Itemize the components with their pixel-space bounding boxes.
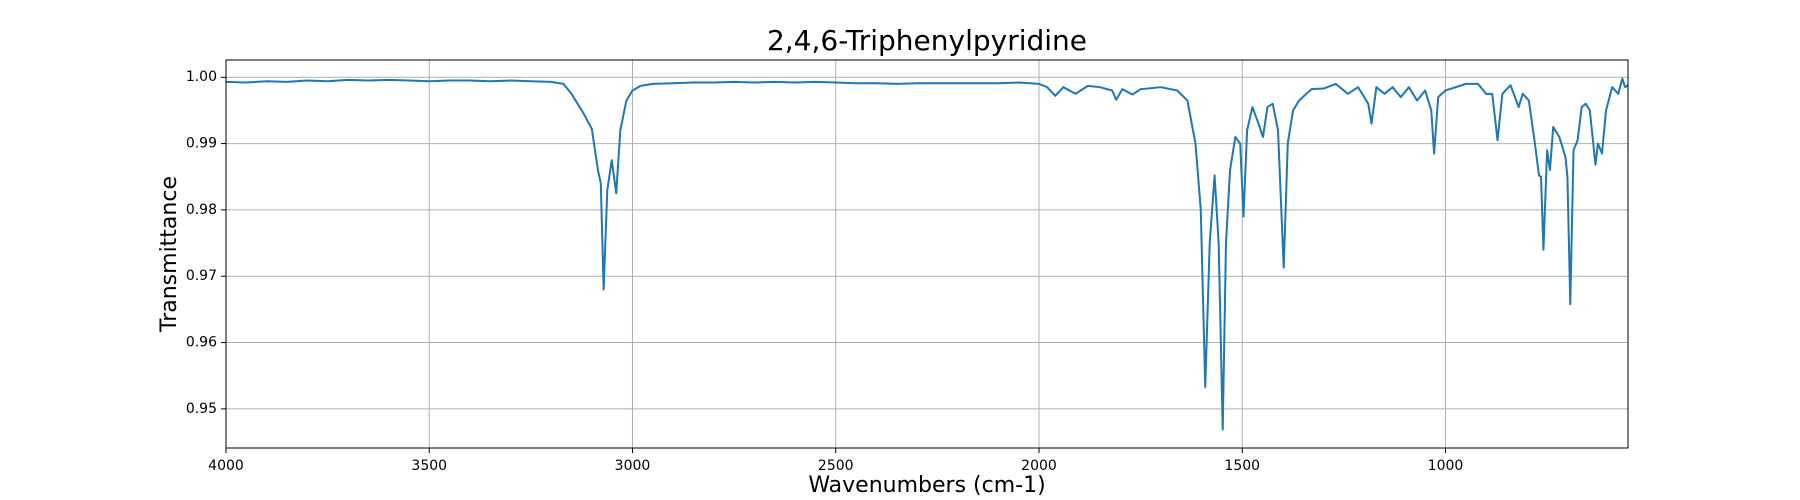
plot-frame <box>225 59 1629 449</box>
x-tick-label: 2000 <box>1021 458 1057 474</box>
x-tick-label: 1500 <box>1224 458 1260 474</box>
x-tick-label: 3000 <box>615 458 651 474</box>
x-tick-label: 3500 <box>411 458 447 474</box>
x-tick-label: 1000 <box>1428 458 1464 474</box>
chart-title: 2,4,6-Triphenylpyridine <box>767 24 1087 57</box>
y-tick-label: 0.96 <box>186 335 217 351</box>
y-tick-label: 0.98 <box>186 202 217 218</box>
x-axis-label: Wavenumbers (cm-1) <box>808 473 1045 498</box>
y-axis-label: Transmittance <box>157 176 182 333</box>
y-tick-label: 0.99 <box>186 136 217 152</box>
spectrum-line <box>225 77 1629 431</box>
x-tick-label: 4000 <box>208 458 244 474</box>
y-tick-label: 1.00 <box>186 69 217 85</box>
y-tick-label: 0.97 <box>186 268 217 284</box>
x-tick-label: 2500 <box>818 458 854 474</box>
y-tick-label: 0.95 <box>186 401 217 417</box>
